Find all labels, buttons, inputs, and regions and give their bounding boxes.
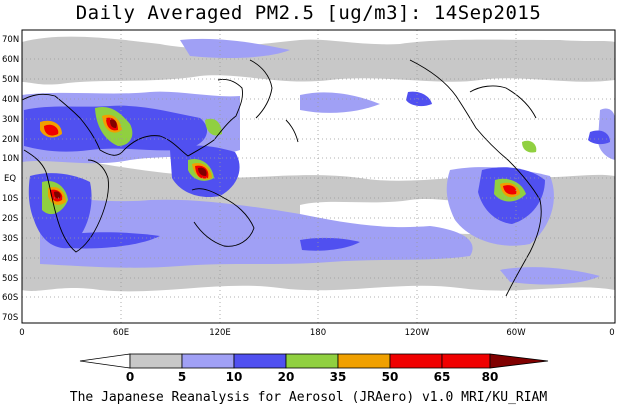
lat-label: 20N: [2, 135, 19, 145]
colorbar-over-arrow: [489, 353, 549, 369]
colorbar-under-arrow: [79, 353, 131, 369]
lat-labels: 70N 60N 50N 40N 30N 20N 10N EQ 10S 20S 3…: [2, 35, 19, 323]
lat-label: 60S: [2, 293, 18, 303]
lat-label: 10N: [2, 154, 19, 164]
lon-label: 60E: [113, 328, 129, 338]
colorbar-tick: 0: [126, 370, 134, 384]
colorbar-segment: [181, 353, 235, 369]
lon-label: 120W: [405, 328, 430, 338]
colorbar-segment: [233, 353, 287, 369]
lat-label: 70N: [2, 35, 19, 45]
colorbar-tick: 20: [278, 370, 295, 384]
colorbar-segment: [389, 353, 443, 369]
pm25-field: [22, 30, 615, 323]
map-frame: [21, 29, 616, 324]
lat-label: 50S: [2, 274, 18, 284]
lon-label: 180: [310, 328, 326, 338]
colorbar-segment: [337, 353, 391, 369]
colorbar-tick: 10: [226, 370, 243, 384]
colorbar-segment: [441, 353, 491, 369]
colorbar-tick: 80: [482, 370, 499, 384]
lon-labels: 0 60E 120E 180 120W 60W 0: [19, 328, 614, 338]
map-title: Daily Averaged PM2.5 [ug/m3]: 14Sep2015: [75, 2, 542, 24]
lat-label: 40N: [2, 95, 19, 105]
colorbar-segment: [129, 353, 183, 369]
lat-label: 10S: [2, 194, 18, 204]
lat-label: 40S: [2, 254, 18, 264]
colorbar-tick: 50: [382, 370, 399, 384]
lat-label: 70S: [2, 313, 18, 323]
colorbar-tick: 65: [434, 370, 451, 384]
lon-label: 60W: [506, 328, 526, 338]
lat-label: 50N: [2, 75, 19, 85]
grid-lines: [22, 30, 615, 323]
colorbar-tick: 5: [178, 370, 186, 384]
lat-label: 60N: [2, 55, 19, 65]
lat-label: 20S: [2, 214, 18, 224]
colorbar-tick: 35: [330, 370, 347, 384]
lon-label: 0: [609, 328, 614, 338]
lon-label: 120E: [209, 328, 231, 338]
lat-label: 30S: [2, 234, 18, 244]
footer-credit: The Japanese Reanalysis for Aerosol (JRA…: [69, 390, 548, 405]
colorbar: 0 5 10 20 35 50 65 80: [79, 353, 549, 384]
colorbar-segment: [285, 353, 339, 369]
lat-label: 30N: [2, 115, 19, 125]
lon-label: 0: [19, 328, 24, 338]
lat-label: EQ: [4, 174, 16, 184]
